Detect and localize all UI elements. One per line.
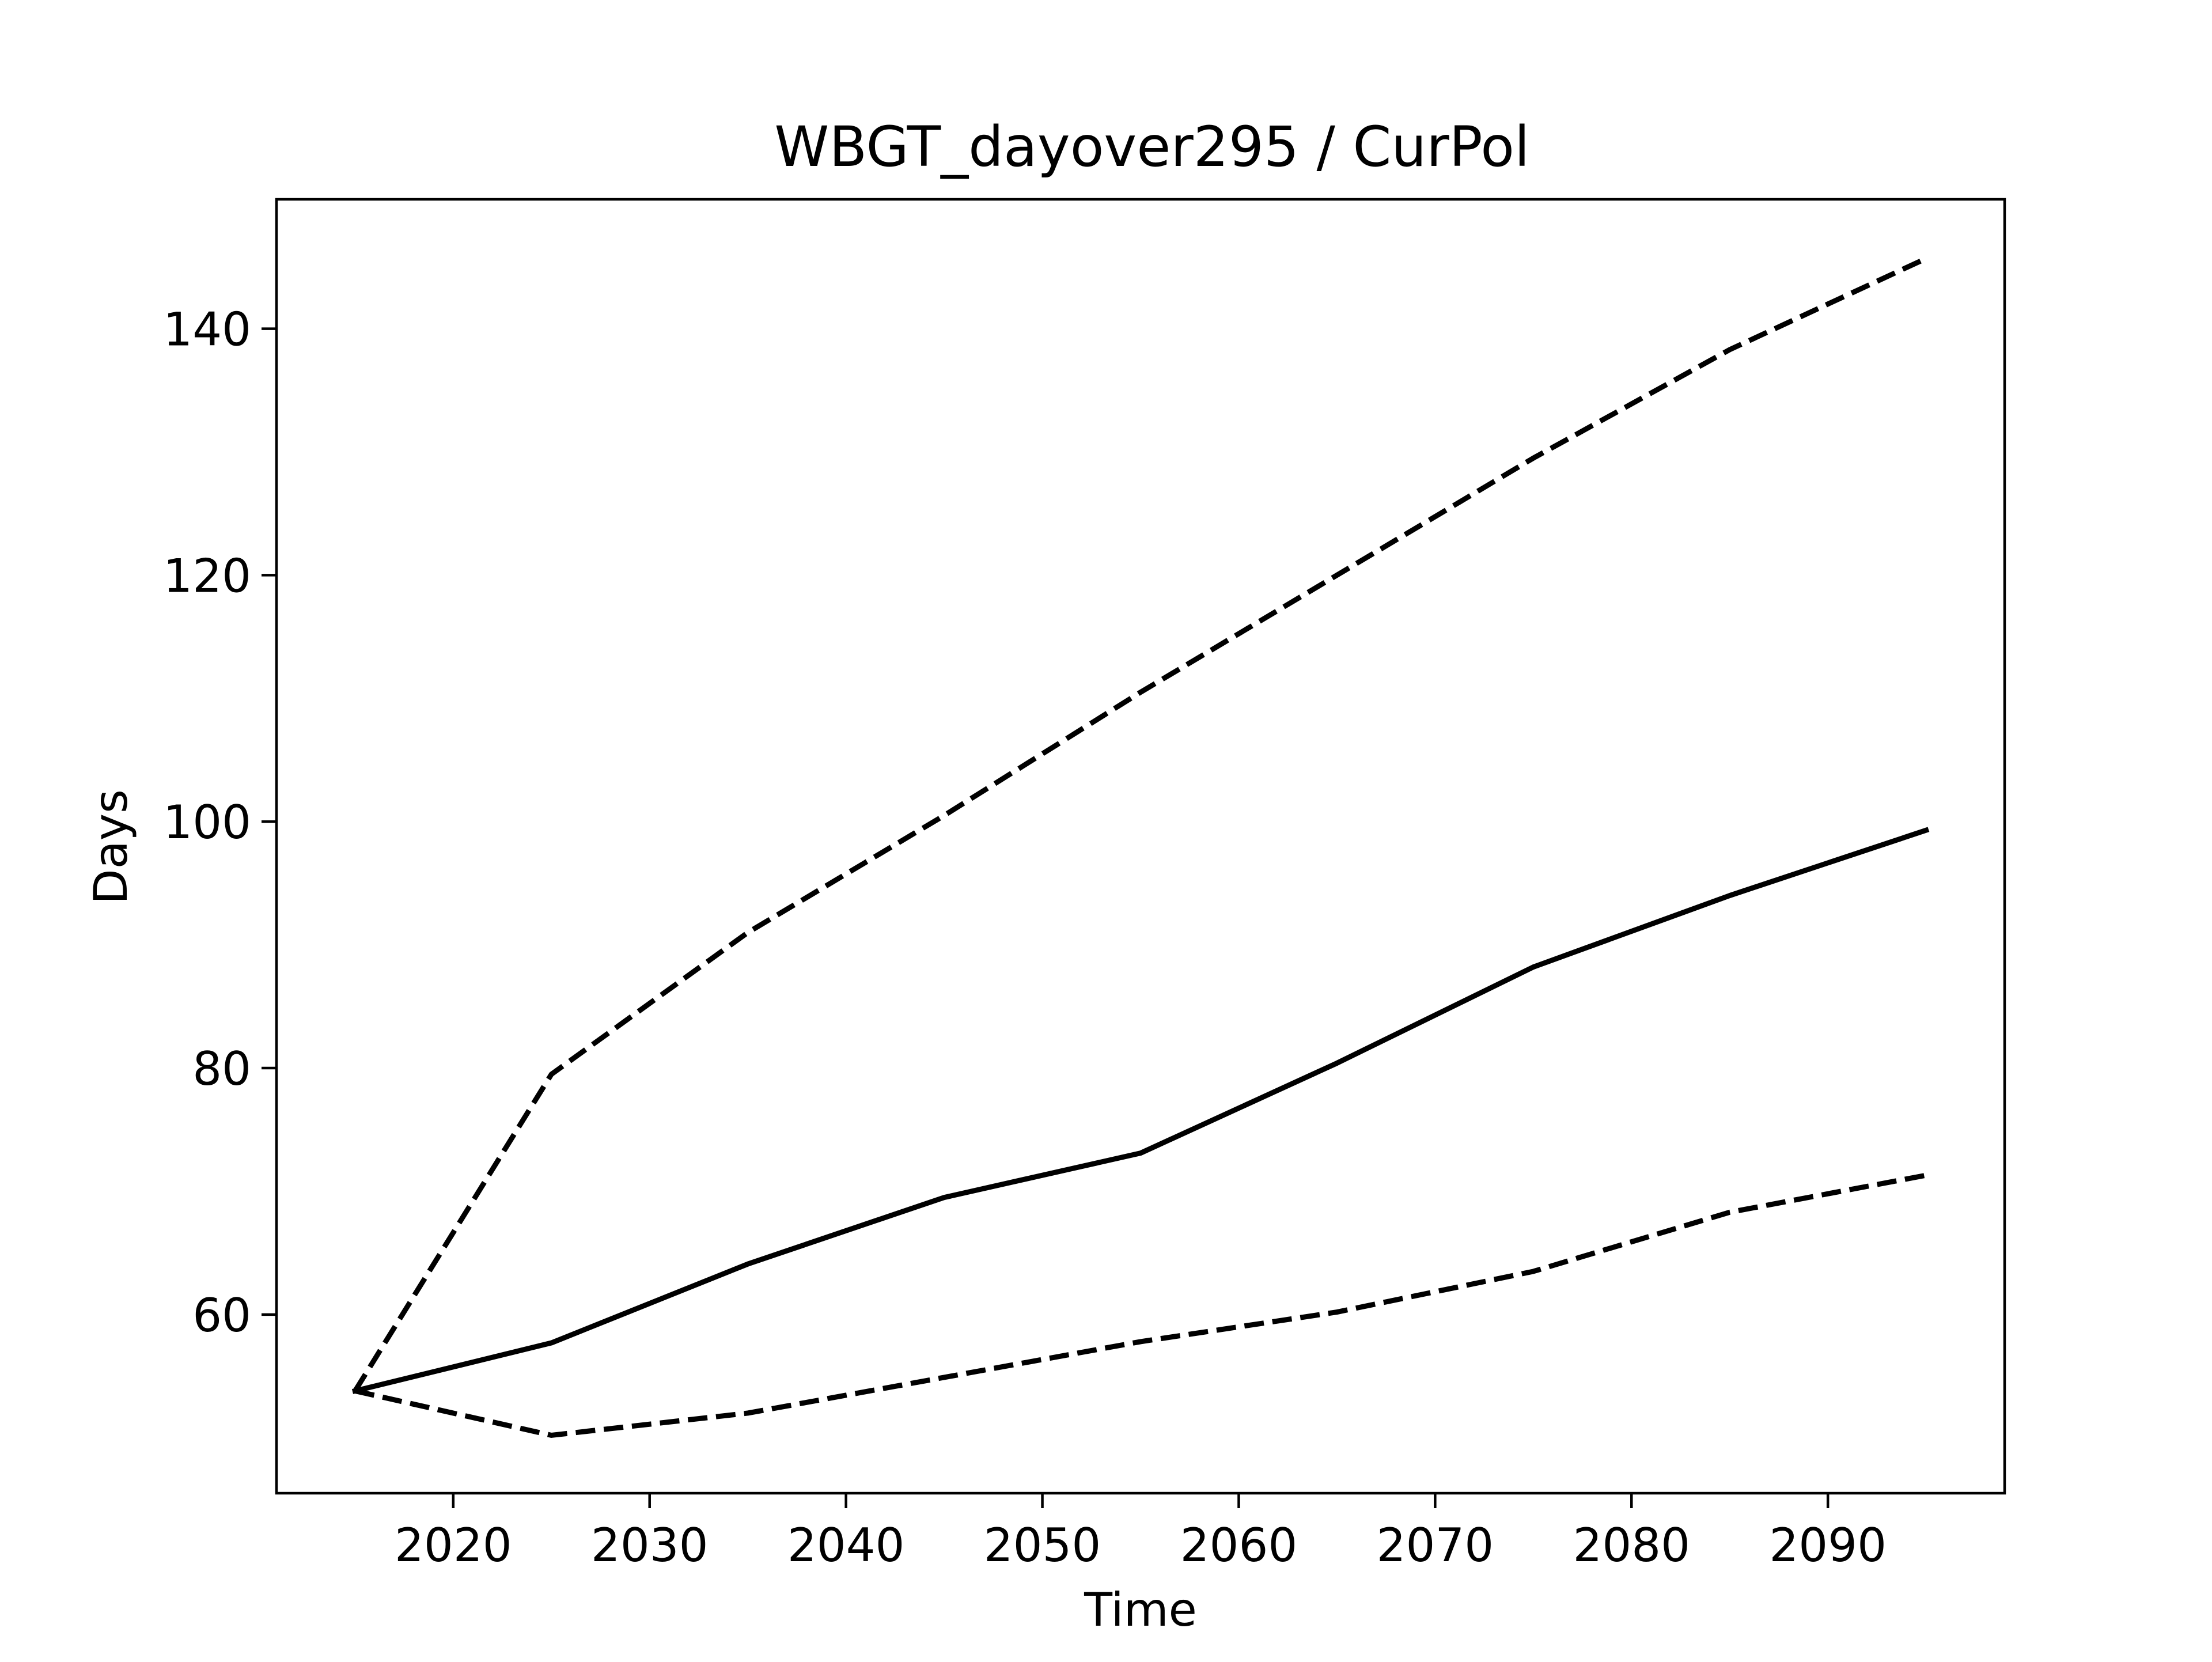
y-tick-label: 120: [163, 549, 251, 603]
x-tick-label: 2070: [1377, 1519, 1494, 1572]
chart-title: WBGT_dayover295 / CurPol: [774, 115, 1529, 179]
dashed-series-line-2: [354, 1172, 1927, 1438]
y-axis: 60 80 100 120 140: [163, 303, 276, 1342]
x-axis: 2020 2030 2040 2050 2060 2070 2080 2090: [395, 1493, 1887, 1572]
x-tick-label: 2020: [395, 1519, 512, 1572]
y-axis-label: Days: [84, 789, 138, 904]
plot-area: [351, 256, 1930, 1438]
x-axis-label: Time: [1084, 1583, 1197, 1637]
solid-series-line: [351, 827, 1930, 1394]
dashed-series-line-1: [353, 256, 1927, 1392]
axes-frame: [275, 198, 2006, 1495]
y-tick-label: 100: [163, 796, 251, 849]
y-tick-label: 140: [163, 303, 251, 357]
x-tick-label: 2050: [984, 1519, 1101, 1572]
x-tick-label: 2060: [1180, 1519, 1298, 1572]
x-tick-label: 2090: [1769, 1519, 1887, 1572]
x-tick-label: 2030: [591, 1519, 709, 1572]
y-tick-label: 60: [192, 1289, 251, 1342]
x-tick-label: 2080: [1573, 1519, 1690, 1572]
y-tick-label: 80: [192, 1042, 251, 1096]
x-tick-label: 2040: [787, 1519, 905, 1572]
